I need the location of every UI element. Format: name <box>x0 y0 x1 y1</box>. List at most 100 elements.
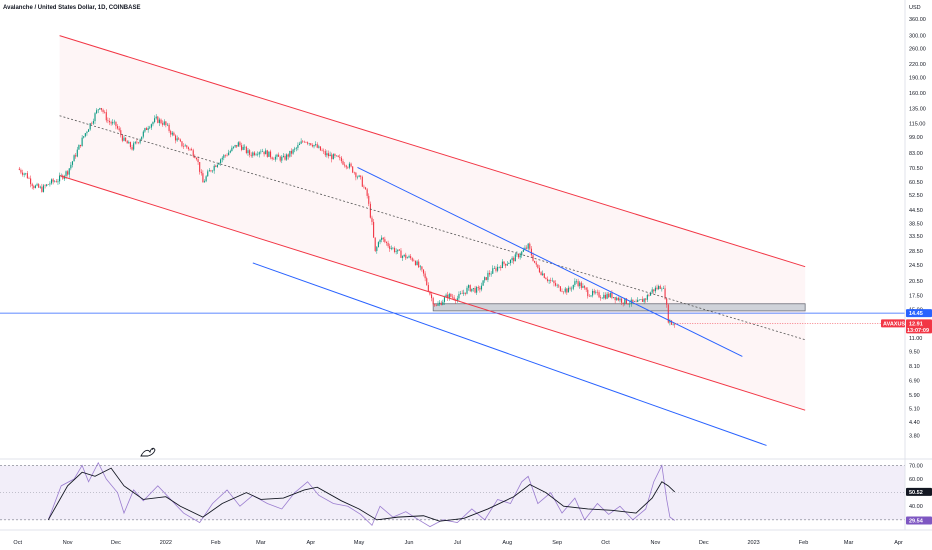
price-pane[interactable] <box>0 35 905 446</box>
drawing-mark-icon[interactable] <box>140 447 156 457</box>
rsi-tick-label: 60.00 <box>909 477 923 483</box>
candle-body <box>348 163 351 168</box>
candle-body <box>141 136 143 140</box>
candle-body <box>629 303 631 305</box>
candle-body <box>213 165 215 171</box>
candle-body <box>553 280 555 284</box>
candle-body <box>52 179 54 182</box>
candle-body <box>91 123 93 124</box>
candle-body <box>614 297 616 301</box>
price-tick-label: 20.50 <box>909 279 923 285</box>
candle-body <box>116 126 119 129</box>
candle-body <box>21 172 24 175</box>
candle-body <box>292 149 294 154</box>
candle-body <box>152 122 154 125</box>
price-tick-label: 360.00 <box>909 17 926 23</box>
candle-body <box>260 151 262 153</box>
channel-middle-line[interactable] <box>59 115 806 341</box>
candle-body <box>492 268 494 274</box>
trend-line-1[interactable] <box>357 167 743 357</box>
rsi-tick-label: 70.00 <box>909 463 923 469</box>
time-axis[interactable]: Oct Nov Dec 2022 Feb Mar Apr May Jun Jul Aug Sep Oct… <box>13 540 903 546</box>
candle-body <box>287 154 289 157</box>
candle-body <box>290 150 293 154</box>
channel-fill <box>59 35 806 411</box>
candle-body <box>73 155 75 162</box>
candle-body <box>488 272 491 275</box>
candle-body <box>186 145 188 148</box>
candle-body <box>521 251 523 256</box>
candle-body <box>118 128 120 131</box>
support-zone[interactable] <box>432 303 806 312</box>
channel-lower-line[interactable] <box>59 175 806 411</box>
rsi-pane[interactable] <box>0 461 905 528</box>
candle-body <box>326 153 328 156</box>
last-price-tag <box>906 319 932 334</box>
candle-body <box>255 154 257 156</box>
candle-body <box>606 293 608 299</box>
candle-body <box>239 142 241 146</box>
candle-body <box>120 130 122 136</box>
candle-body <box>403 254 405 257</box>
candle-body <box>406 257 408 259</box>
rsi-price-tag-text: 29.54 <box>909 518 924 524</box>
candle-body <box>220 159 222 164</box>
candle-body <box>128 142 130 144</box>
candle-body <box>36 184 38 186</box>
candle-body <box>178 138 180 140</box>
candle-body <box>400 250 402 258</box>
candle-body <box>505 263 507 266</box>
candle-body <box>508 263 510 265</box>
candle-body <box>202 173 204 183</box>
candle-body <box>414 260 417 265</box>
candle-body <box>408 256 410 258</box>
candle-body <box>315 144 317 146</box>
candle-body <box>522 249 524 252</box>
candle-body <box>389 246 391 249</box>
candle-body <box>364 187 367 190</box>
candle-body <box>160 119 162 124</box>
candle-body <box>551 280 553 282</box>
time-tick-label: Oct <box>601 540 610 546</box>
price-axis[interactable]: 360.00 300.00 260.00 220.00 190.00 160.00 135.… <box>909 17 926 439</box>
candle-body <box>648 294 650 296</box>
candle-body <box>669 320 671 323</box>
candle-body <box>384 239 386 242</box>
candle-body <box>144 128 146 132</box>
candle-body <box>47 184 49 185</box>
price-tick-label: 38.50 <box>909 221 923 227</box>
candle-body <box>352 166 354 173</box>
candle-body <box>402 256 404 258</box>
candle-body <box>554 283 557 286</box>
candle-body <box>527 243 529 249</box>
candle-body <box>344 164 346 166</box>
countdown-text: 13:07:09 <box>907 328 929 334</box>
trend-line-2[interactable] <box>252 262 767 446</box>
price-tick-label: 8.10 <box>909 364 920 370</box>
candle-body <box>174 135 177 141</box>
candle-body <box>596 291 598 293</box>
candle-body <box>381 237 383 240</box>
candle-body <box>558 285 560 287</box>
candle-body <box>625 298 627 304</box>
price-tick-label: 6.90 <box>909 379 920 385</box>
candle-body <box>203 181 206 183</box>
candle-body <box>485 277 487 280</box>
price-tick-label: 160.00 <box>909 91 926 97</box>
candle-body <box>28 178 30 179</box>
candle-body <box>450 293 452 297</box>
candle-body <box>482 280 484 286</box>
time-tick-label: Feb <box>211 540 220 546</box>
candle-body <box>398 249 400 251</box>
candle-body <box>171 132 173 135</box>
candle-body <box>329 154 331 157</box>
price-tick-label: 5.90 <box>909 393 920 399</box>
candle-body <box>269 151 272 158</box>
candle-body <box>252 152 254 156</box>
price-tick-label: 135.00 <box>909 107 926 113</box>
candle-body <box>263 151 265 155</box>
channel-upper-line[interactable] <box>59 35 806 268</box>
candle-body <box>638 299 640 301</box>
